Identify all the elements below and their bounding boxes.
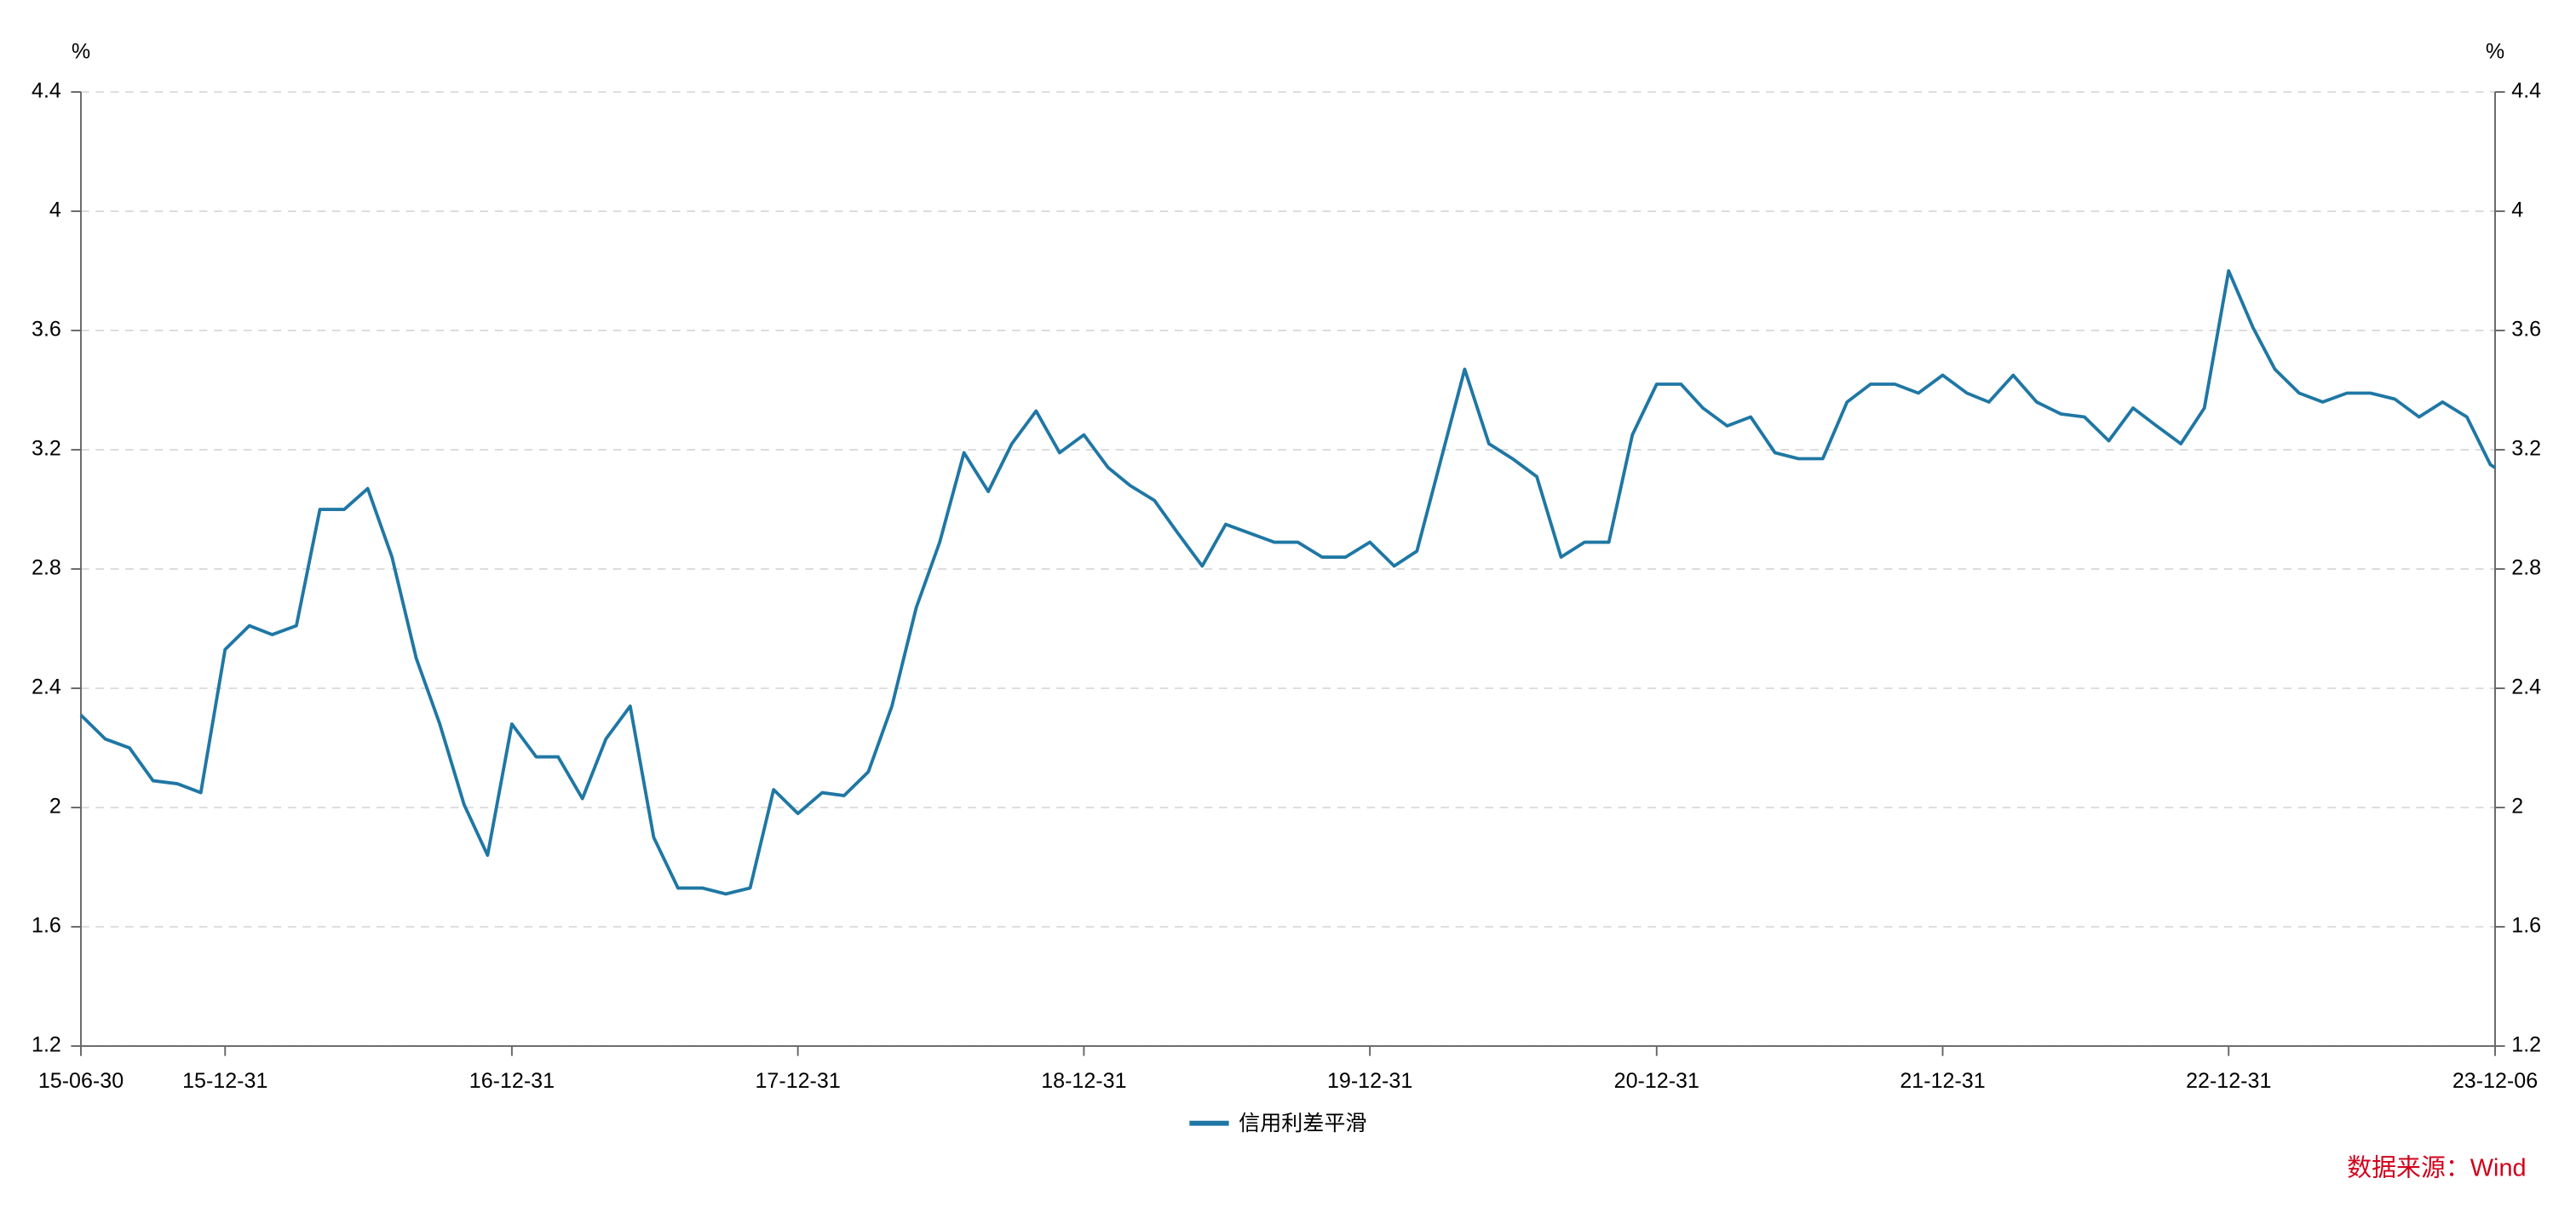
x-tick-label: 22-12-31 bbox=[2186, 1069, 2271, 1093]
y2-tick-label: 2 bbox=[2511, 795, 2523, 819]
y2-tick-label: 2.4 bbox=[2511, 675, 2541, 699]
y-tick-label: 2.4 bbox=[32, 675, 61, 699]
y-tick-label: 4.4 bbox=[32, 79, 61, 103]
x-tick-label: 15-06-30 bbox=[38, 1069, 124, 1093]
y2-tick-label: 2.8 bbox=[2511, 556, 2541, 580]
legend-label: 信用利差平滑 bbox=[1239, 1112, 1366, 1135]
y2-unit: % bbox=[2486, 39, 2504, 63]
x-tick-label: 15-12-31 bbox=[182, 1069, 267, 1093]
y-tick-label: 2.8 bbox=[32, 556, 61, 580]
x-tick-label: 16-12-31 bbox=[469, 1069, 555, 1093]
y-tick-label: 1.6 bbox=[32, 914, 61, 938]
y2-tick-label: 3.2 bbox=[2511, 437, 2541, 461]
y-tick-label: 3.2 bbox=[32, 437, 61, 461]
x-tick-label: 17-12-31 bbox=[756, 1069, 841, 1093]
y2-tick-label: 1.2 bbox=[2511, 1033, 2541, 1057]
y-unit: % bbox=[72, 39, 90, 63]
x-tick-label: 19-12-31 bbox=[1327, 1069, 1412, 1093]
y2-tick-label: 3.6 bbox=[2511, 318, 2541, 342]
series-line bbox=[79, 269, 2497, 896]
source-note: 数据来源：Wind bbox=[2347, 1154, 2526, 1181]
x-tick-label: 21-12-31 bbox=[1900, 1069, 1985, 1093]
y2-tick-label: 1.6 bbox=[2511, 914, 2541, 938]
y-tick-label: 4 bbox=[49, 198, 61, 222]
y-tick-label: 2 bbox=[49, 795, 61, 819]
x-tick-label: 20-12-31 bbox=[1614, 1069, 1699, 1093]
y-tick-label: 3.6 bbox=[32, 318, 61, 342]
y2-tick-label: 4 bbox=[2511, 198, 2523, 222]
y-tick-label: 1.2 bbox=[32, 1033, 61, 1057]
x-tick-label: 18-12-31 bbox=[1041, 1069, 1126, 1093]
x-tick-label: 23-12-06 bbox=[2452, 1069, 2538, 1093]
y2-tick-label: 4.4 bbox=[2511, 79, 2541, 103]
